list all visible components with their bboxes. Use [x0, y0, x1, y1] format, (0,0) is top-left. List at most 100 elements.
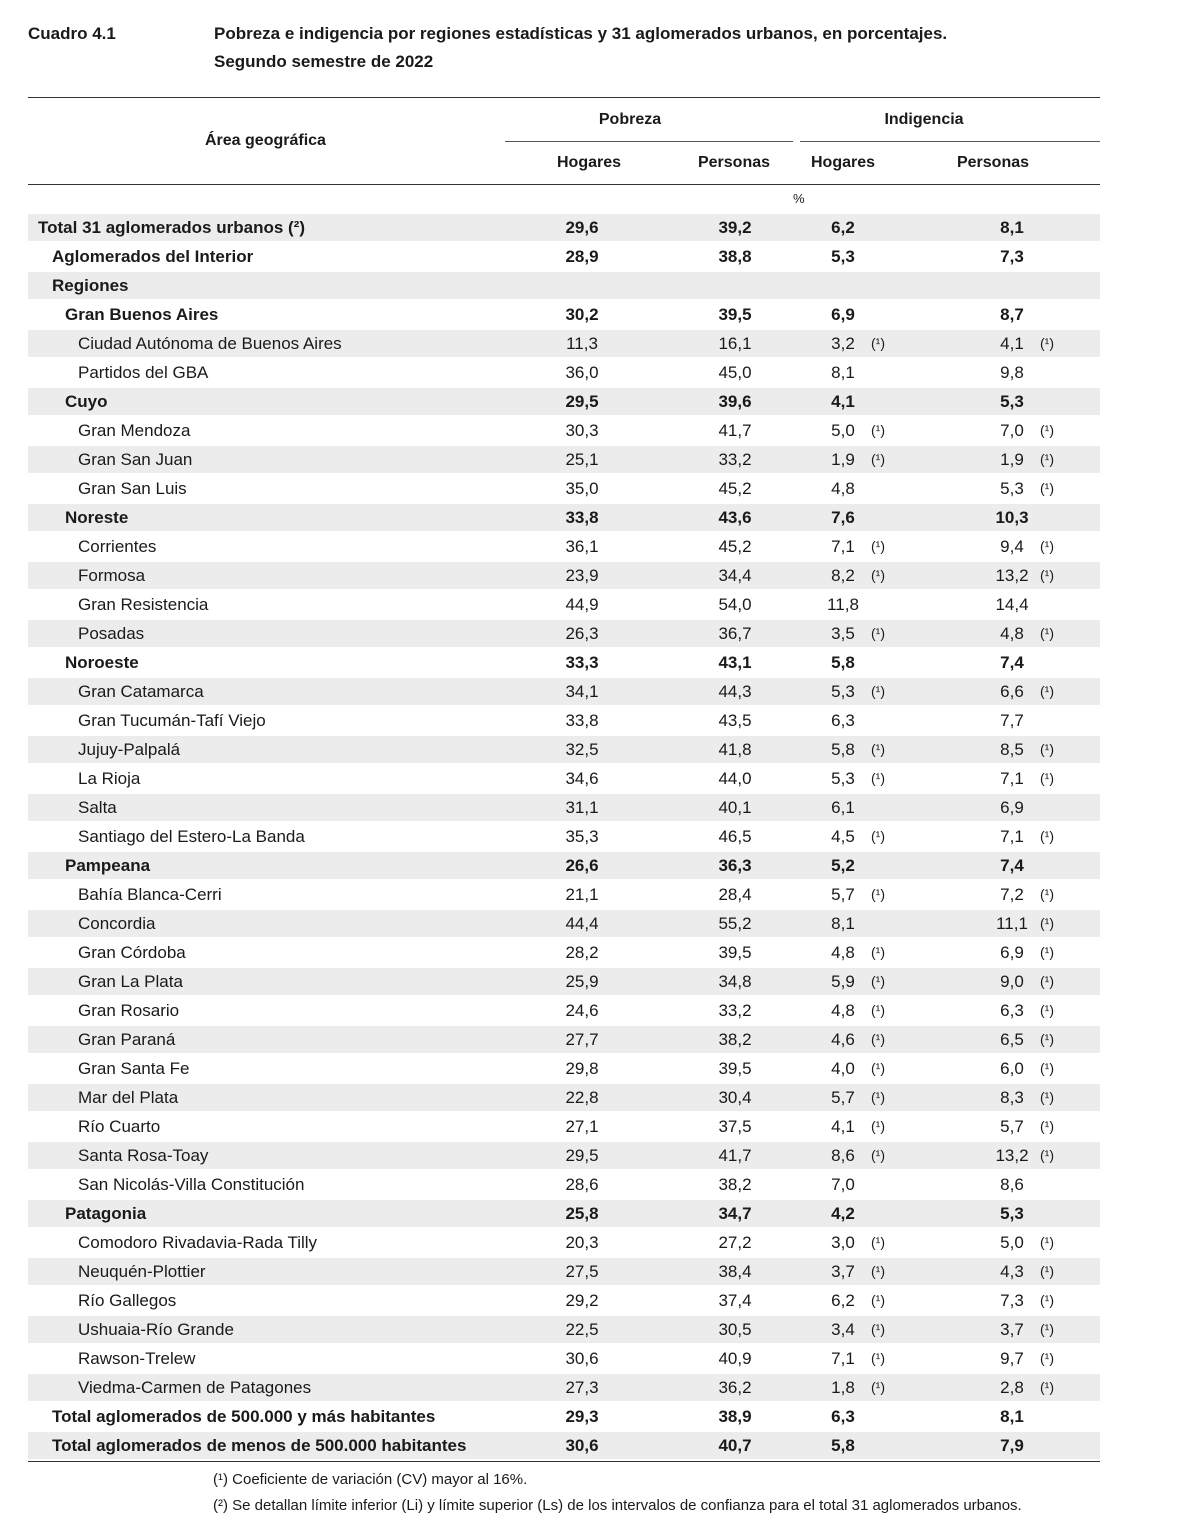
- cell-note: (¹): [871, 538, 885, 554]
- cell-value: 34,6: [565, 769, 599, 788]
- table-row: Gran San Juan 25,1 33,2 1,9 (¹) 1,9 (¹): [28, 446, 1100, 473]
- cell-value: 3,7: [831, 1262, 855, 1281]
- cell-note: (¹): [871, 1031, 885, 1047]
- cell-value: 26,6: [565, 856, 599, 875]
- cell-value: 31,1: [565, 798, 599, 817]
- cell-value: 8,7: [1000, 305, 1024, 324]
- cell-value: 5,3: [1000, 479, 1024, 498]
- row-label: Gran San Juan: [78, 450, 193, 469]
- cell-value: 7,0: [831, 1175, 855, 1194]
- cell-value: 6,9: [831, 305, 855, 324]
- row-label: Noroeste: [65, 653, 139, 672]
- cell-value: 7,6: [831, 508, 855, 527]
- cell-value: 27,7: [565, 1030, 599, 1049]
- table-row: Gran La Plata 25,9 34,8 5,9 (¹) 9,0 (¹): [28, 968, 1100, 995]
- cell-value: 27,2: [718, 1233, 752, 1252]
- cell-value: 27,5: [565, 1262, 599, 1281]
- cell-value: 6,5: [1000, 1030, 1024, 1049]
- table-row: Aglomerados del Interior 28,9 38,8 5,3 7,3: [28, 243, 1100, 270]
- table-row: Gran Paraná 27,7 38,2 4,6 (¹) 6,5 (¹): [28, 1026, 1100, 1053]
- table-row: Corrientes 36,1 45,2 7,1 (¹) 9,4 (¹): [28, 533, 1100, 560]
- table-row: Viedma-Carmen de Patagones 27,3 36,2 1,8 (¹)…: [28, 1374, 1100, 1401]
- cell-value: 39,5: [718, 943, 752, 962]
- cell-note: (¹): [871, 770, 885, 786]
- cell-value: 6,1: [831, 798, 855, 817]
- row-label: Noreste: [65, 508, 129, 527]
- cell-value: 5,7: [831, 885, 855, 904]
- table-row: Gran Tucumán-Tafí Viejo 33,8 43,5 6,3 7,7: [28, 707, 1100, 734]
- cell-value: 4,1: [1000, 334, 1024, 353]
- table-row: Gran Buenos Aires 30,2 39,5 6,9 8,7: [28, 301, 1100, 328]
- row-label: Gran Resistencia: [78, 595, 209, 614]
- cell-value: 4,8: [831, 479, 855, 498]
- cell-value: 30,4: [718, 1088, 752, 1107]
- cell-note: (¹): [1040, 915, 1054, 931]
- cell-value: 33,8: [565, 711, 599, 730]
- cell-value: 43,6: [718, 508, 752, 527]
- group-header: Pobreza: [598, 111, 662, 128]
- cell-value: 9,4: [1000, 537, 1024, 556]
- table-row: Noroeste 33,3 43,1 5,8 7,4: [28, 649, 1100, 676]
- cell-value: 7,1: [1000, 769, 1024, 788]
- cell-note: (¹): [871, 451, 885, 467]
- cell-value: 23,9: [565, 566, 599, 585]
- row-label: Santiago del Estero-La Banda: [78, 827, 305, 846]
- cell-note: (¹): [871, 335, 885, 351]
- table-row: Concordia 44,4 55,2 8,1 11,1 (¹): [28, 910, 1100, 937]
- table-row: Posadas 26,3 36,7 3,5 (¹) 4,8 (¹): [28, 620, 1100, 647]
- row-label: Santa Rosa-Toay: [78, 1146, 209, 1165]
- cell-value: 28,2: [565, 943, 599, 962]
- cell-value: 10,3: [995, 508, 1029, 527]
- column-header: Personas: [956, 154, 1030, 171]
- table-subtitle: Segundo semestre de 2022: [214, 52, 434, 71]
- cell-value: 9,0: [1000, 972, 1024, 991]
- cell-value: 9,8: [1000, 363, 1024, 382]
- cell-value: 4,6: [831, 1030, 855, 1049]
- table-row: Gran Santa Fe 29,8 39,5 4,0 (¹) 6,0 (¹): [28, 1055, 1100, 1082]
- cell-value: 4,1: [831, 392, 855, 411]
- cell-value: 41,8: [718, 740, 752, 759]
- cell-value: 28,4: [718, 885, 752, 904]
- cell-value: 44,0: [718, 769, 752, 788]
- cell-value: 5,8: [831, 1436, 855, 1455]
- table-row: Gran Córdoba 28,2 39,5 4,8 (¹) 6,9 (¹): [28, 939, 1100, 966]
- cell-value: 24,6: [565, 1001, 599, 1020]
- cell-note: (¹): [871, 1002, 885, 1018]
- cell-value: 11,1: [996, 914, 1028, 933]
- table-row: Cuyo 29,5 39,6 4,1 5,3: [28, 388, 1100, 415]
- cell-note: (¹): [1040, 1350, 1054, 1366]
- cell-value: 3,2: [831, 334, 855, 353]
- cell-note: (¹): [871, 422, 885, 438]
- cell-value: 36,1: [565, 537, 599, 556]
- cell-note: (¹): [871, 741, 885, 757]
- cell-note: (¹): [1040, 770, 1054, 786]
- cell-value: 6,3: [831, 1407, 855, 1426]
- table-row: Comodoro Rivadavia-Rada Tilly 20,3 27,2 3,0…: [28, 1229, 1100, 1256]
- cell-value: 36,0: [565, 363, 599, 382]
- row-label: Concordia: [78, 914, 156, 933]
- cell-value: 27,3: [565, 1378, 599, 1397]
- cell-value: 34,8: [718, 972, 752, 991]
- cell-value: 7,3: [1000, 1291, 1024, 1310]
- cell-value: 38,2: [718, 1030, 752, 1049]
- cell-value: 43,1: [718, 653, 752, 672]
- cell-value: 7,4: [1000, 653, 1024, 672]
- cell-value: 6,9: [1000, 798, 1024, 817]
- cell-value: 8,5: [1000, 740, 1024, 759]
- table-row: Regiones: [28, 272, 1100, 299]
- cell-value: 30,6: [565, 1436, 599, 1455]
- cell-value: 25,1: [565, 450, 599, 469]
- cell-value: 7,4: [1000, 856, 1024, 875]
- cell-value: 22,5: [565, 1320, 599, 1339]
- cell-value: 40,9: [718, 1349, 752, 1368]
- cell-note: (¹): [871, 1350, 885, 1366]
- table-row: La Rioja 34,6 44,0 5,3 (¹) 7,1 (¹): [28, 765, 1100, 792]
- row-label: Cuyo: [65, 392, 108, 411]
- cell-value: 4,1: [831, 1117, 855, 1136]
- cell-value: 36,7: [718, 624, 752, 643]
- cell-value: 39,6: [718, 392, 752, 411]
- cell-value: 34,7: [718, 1204, 752, 1223]
- cell-note: (¹): [1040, 1147, 1054, 1163]
- cell-value: 7,1: [831, 1349, 855, 1368]
- cell-value: 41,7: [718, 421, 752, 440]
